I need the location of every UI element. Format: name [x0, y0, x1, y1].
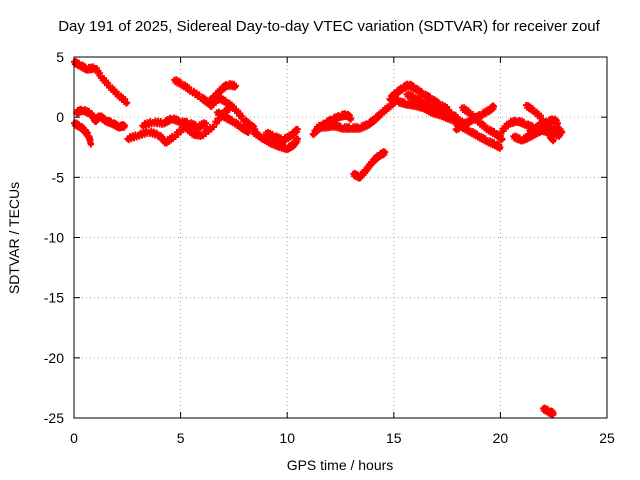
- data-point-fill: [465, 125, 472, 132]
- y-tick-label: -10: [44, 230, 64, 246]
- y-axis-label: SDTVAR / TECUs: [6, 182, 22, 294]
- y-tick-label: -25: [44, 410, 64, 426]
- data-point-fill: [256, 131, 263, 138]
- y-tick-label: 0: [56, 109, 64, 125]
- data-point-fill: [177, 78, 184, 85]
- grid-lines: [74, 57, 607, 418]
- series-arc-e: [139, 114, 210, 132]
- data-point: [233, 82, 240, 89]
- y-tick-label: 5: [56, 49, 64, 65]
- series-arc-c: [73, 105, 129, 132]
- series-arc-i: [250, 128, 301, 153]
- x-tick-label: 25: [599, 430, 615, 446]
- series-arc-j: [262, 125, 301, 145]
- data-point-fill: [196, 91, 203, 98]
- data-point: [294, 126, 301, 133]
- x-tick-label: 5: [177, 430, 185, 446]
- data-point-fill: [265, 136, 272, 143]
- series-arc-h: [213, 108, 252, 136]
- data-point-fill: [543, 122, 550, 129]
- data-point: [124, 99, 131, 106]
- data-point-fill: [113, 88, 120, 95]
- data-point-fill: [529, 104, 536, 111]
- data-point-fill: [418, 96, 425, 103]
- chart-title: Day 191 of 2025, Sidereal Day-to-day VTE…: [58, 18, 600, 35]
- data-point: [88, 140, 95, 147]
- data-point-fill: [544, 126, 551, 133]
- data-point-fill: [491, 128, 498, 135]
- data-point-fill: [482, 135, 489, 142]
- series-arc-l: [314, 96, 402, 133]
- series-arc-w: [522, 101, 557, 145]
- x-axis-label: GPS time / hours: [287, 457, 394, 473]
- data-point-fill: [222, 96, 229, 103]
- x-tick-label: 10: [279, 430, 295, 446]
- series-arc-f: [171, 76, 240, 107]
- data-point-fill: [213, 120, 220, 127]
- data-point-fill: [122, 96, 129, 103]
- axis-ticks: 0 5 10 15 20 25 5 0 -5 -10 -15 -20 -25: [44, 49, 615, 446]
- data-point: [497, 144, 504, 151]
- series-arc-x: [540, 404, 557, 418]
- data-point: [122, 122, 129, 129]
- data-point: [382, 149, 389, 156]
- data-point-fill: [210, 123, 217, 130]
- x-tick-label: 15: [386, 430, 402, 446]
- y-tick-label: -5: [52, 169, 65, 185]
- y-tick-label: -15: [44, 290, 64, 306]
- data-point-fill: [220, 111, 227, 118]
- series-arc-a: [71, 57, 131, 107]
- data-point: [554, 120, 561, 127]
- data-point-fill: [435, 98, 442, 105]
- plot-frame: [73, 56, 608, 419]
- data-point-fill: [541, 118, 548, 125]
- data-point: [294, 135, 301, 142]
- data-point-fill: [186, 84, 193, 91]
- data-point-fill: [427, 93, 434, 100]
- data-point: [550, 410, 557, 417]
- data-point: [499, 135, 506, 142]
- series-arc-d: [124, 104, 233, 147]
- data-point-fill: [537, 112, 544, 119]
- x-tick-label: 0: [70, 430, 78, 446]
- x-tick-label: 20: [493, 430, 509, 446]
- data-point-fill: [473, 115, 480, 122]
- data-point-fill: [435, 105, 442, 112]
- series-arc-m: [350, 148, 389, 182]
- data-point-fill: [418, 87, 425, 94]
- series-arc-s: [459, 104, 506, 144]
- data-point: [559, 128, 566, 135]
- data-points: [71, 57, 566, 418]
- series-arc-p: [403, 90, 461, 122]
- y-tick-label: -20: [44, 350, 64, 366]
- data-point-fill: [482, 122, 489, 129]
- data-point: [491, 103, 498, 110]
- data-point: [348, 115, 355, 122]
- series-arc-v: [525, 115, 561, 139]
- data-point-fill: [444, 103, 451, 110]
- data-point: [203, 120, 210, 127]
- data-point-fill: [239, 113, 246, 120]
- data-point-fill: [237, 121, 244, 128]
- data-point-fill: [465, 107, 472, 114]
- data-point-fill: [230, 103, 237, 110]
- data-point-fill: [473, 130, 480, 137]
- data-point: [550, 137, 557, 144]
- data-point-fill: [105, 79, 112, 86]
- data-point-fill: [188, 127, 195, 134]
- data-point-fill: [228, 115, 235, 122]
